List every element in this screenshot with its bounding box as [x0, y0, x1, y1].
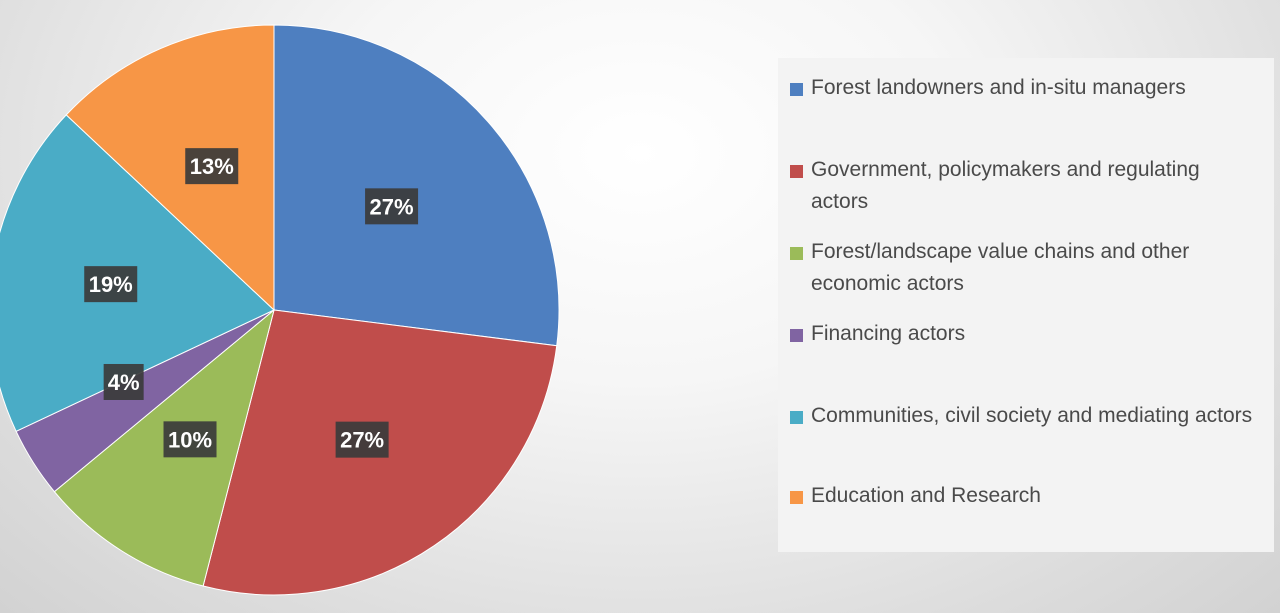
legend-swatch — [790, 329, 803, 342]
slice-label-text: 4% — [108, 370, 140, 395]
pie-slice-0 — [273, 24, 560, 347]
slice-label-background — [163, 421, 217, 458]
slice-label-text: 27% — [340, 428, 384, 453]
slice-label-background — [84, 266, 138, 303]
slice-data-label-1: 27% — [335, 421, 389, 458]
legend-item-communities: Communities, civil society and mediating… — [790, 400, 1260, 432]
legend-swatch — [790, 411, 803, 424]
legend-swatch — [790, 491, 803, 504]
legend-item-financing: Financing actors — [790, 318, 1260, 350]
slice-label-background — [335, 421, 389, 458]
legend-label: Forest landowners and in-situ managers — [811, 76, 1186, 99]
slice-data-label-5: 13% — [185, 148, 239, 185]
slice-label-text: 19% — [89, 272, 133, 297]
slice-label-background — [185, 148, 239, 185]
pie-slices — [0, 24, 560, 596]
slice-label-text: 27% — [370, 194, 414, 219]
legend-label: Forest/landscape value chains and other … — [811, 240, 1190, 295]
legend-item-government: Government, policymakers and regulating … — [790, 154, 1260, 218]
slice-data-label-0: 27% — [365, 188, 419, 225]
pie-slice-5 — [65, 24, 275, 312]
slice-data-label-4: 19% — [84, 266, 138, 303]
legend-swatch — [790, 83, 803, 96]
pie-data-labels: 27% 27% 10% 4% 19% 13% — [84, 148, 419, 458]
slice-label-background — [103, 363, 144, 400]
legend-item-forest-landowners: Forest landowners and in-situ managers — [790, 72, 1260, 104]
legend-label: Communities, civil society and mediating… — [811, 404, 1253, 427]
slice-data-label-2: 10% — [163, 421, 217, 458]
legend-swatch — [790, 247, 803, 260]
slice-label-text: 13% — [190, 154, 234, 179]
legend-item-education: Education and Research — [790, 480, 1260, 512]
legend: Forest landowners and in-situ managers G… — [778, 58, 1274, 552]
slice-data-label-3: 4% — [103, 363, 144, 400]
slice-label-text: 10% — [168, 427, 212, 452]
legend-swatch — [790, 165, 803, 178]
legend-item-value-chains: Forest/landscape value chains and other … — [790, 236, 1260, 300]
slice-label-background — [365, 188, 419, 225]
legend-label: Government, policymakers and regulating … — [811, 158, 1200, 213]
legend-label: Financing actors — [811, 322, 966, 345]
legend-label: Education and Research — [811, 484, 1041, 507]
